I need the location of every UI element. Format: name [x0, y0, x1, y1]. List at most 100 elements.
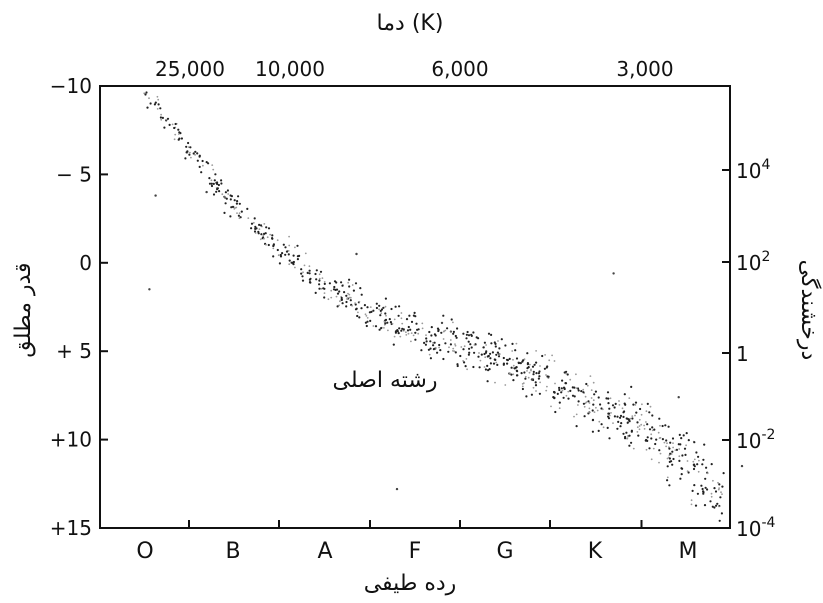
star-point: [677, 396, 680, 399]
star-point: [678, 433, 681, 436]
star-point: [393, 335, 396, 338]
star-point: [412, 314, 415, 317]
star-point: [462, 348, 465, 351]
star-point: [320, 287, 323, 290]
star-point: [330, 296, 333, 299]
star-point: [357, 311, 359, 314]
plot-frame: [99, 85, 731, 529]
star-point: [550, 405, 552, 408]
left-tick-label: − 5: [56, 162, 92, 186]
star-point: [600, 423, 603, 426]
spectral-class-label: K: [588, 539, 603, 564]
star-point: [340, 296, 343, 300]
star-point: [640, 423, 643, 426]
star-point: [530, 393, 534, 396]
star-point: [621, 407, 624, 410]
spectral-class-label: O: [136, 539, 153, 564]
star-point: [659, 437, 662, 439]
star-point: [613, 406, 616, 409]
star-point: [577, 389, 580, 392]
star-point: [696, 492, 700, 495]
star-point: [413, 311, 416, 314]
star-point: [384, 297, 387, 300]
star-point: [608, 407, 611, 410]
star-point: [619, 425, 622, 428]
star-point: [594, 390, 598, 393]
star-point: [624, 435, 627, 439]
star-point: [272, 244, 275, 248]
star-point: [294, 266, 296, 269]
star-point: [406, 329, 410, 332]
star-point: [678, 459, 681, 462]
star-point: [702, 491, 705, 494]
star-point: [470, 333, 473, 336]
star-point: [607, 402, 610, 405]
star-point: [625, 417, 628, 420]
star-point: [609, 397, 612, 400]
star-point: [271, 234, 274, 237]
star-point: [278, 262, 281, 265]
star-point: [237, 195, 240, 198]
star-point: [253, 217, 256, 220]
star-point: [208, 177, 211, 180]
spectral-class-label: B: [225, 539, 240, 564]
star-point: [375, 306, 378, 310]
star-point: [442, 357, 445, 361]
star-point: [432, 344, 435, 347]
star-point: [666, 457, 669, 460]
star-point: [237, 214, 240, 217]
star-point: [641, 403, 643, 406]
star-point: [386, 321, 389, 324]
star-point: [496, 363, 499, 366]
star-point: [493, 341, 496, 344]
star-point: [218, 190, 221, 193]
star-point: [216, 181, 219, 184]
star-point: [236, 212, 238, 215]
star-point: [722, 472, 725, 475]
star-point: [619, 414, 623, 417]
star-point: [720, 512, 724, 515]
star-point: [212, 182, 215, 185]
star-point: [250, 227, 253, 230]
star-point: [264, 232, 267, 235]
star-point: [595, 406, 597, 409]
star-point: [375, 302, 378, 305]
bottom-axis-title: رده طیفی: [364, 571, 457, 596]
star-point: [391, 322, 394, 325]
star-point: [478, 352, 480, 354]
star-point: [567, 390, 570, 393]
star-point: [434, 346, 437, 349]
star-point: [400, 329, 403, 332]
star-point: [363, 304, 366, 307]
star-points: [143, 91, 744, 522]
star-point: [224, 196, 226, 198]
star-point: [217, 183, 220, 187]
star-point: [338, 304, 340, 307]
star-point: [285, 250, 289, 253]
star-point: [717, 481, 719, 484]
star-point: [388, 318, 391, 321]
right-tick-label: 1: [736, 342, 749, 366]
star-point: [648, 428, 652, 431]
star-point: [216, 187, 219, 190]
star-point: [398, 305, 401, 308]
star-point: [694, 504, 698, 507]
right-tick-label: 10-2: [736, 427, 775, 453]
star-point: [304, 252, 307, 255]
star-point: [429, 347, 432, 350]
star-point: [497, 340, 499, 342]
star-point: [601, 408, 604, 411]
star-point: [340, 298, 343, 301]
star-point: [168, 123, 171, 126]
star-point: [573, 386, 576, 389]
star-point: [229, 215, 232, 218]
star-point: [634, 414, 636, 417]
star-point: [606, 391, 610, 394]
star-point: [157, 98, 160, 101]
star-point: [686, 470, 689, 473]
star-point: [410, 320, 414, 323]
star-point: [212, 168, 215, 171]
star-point: [271, 237, 274, 240]
star-point: [565, 394, 568, 397]
star-point: [512, 358, 514, 361]
